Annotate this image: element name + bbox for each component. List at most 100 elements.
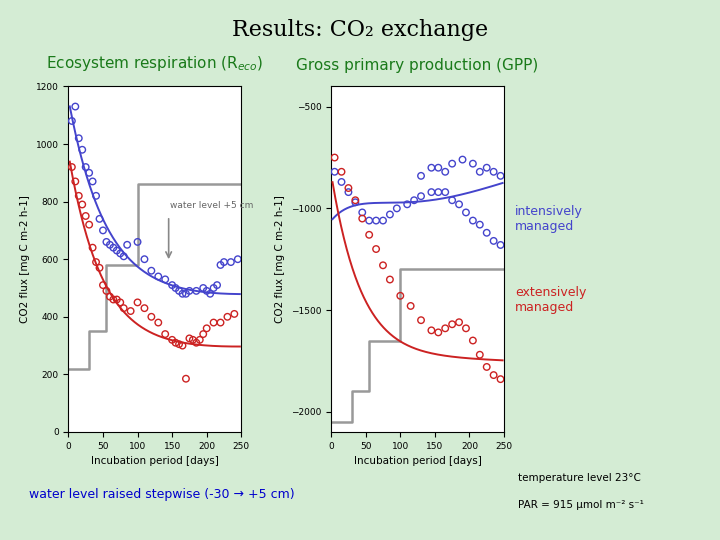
Point	[384, 210, 396, 219]
Text: extensively
managed: extensively managed	[515, 286, 586, 314]
Point	[76, 200, 88, 209]
Point	[329, 167, 341, 176]
Point	[336, 178, 347, 186]
Text: temperature level 23°C: temperature level 23°C	[518, 473, 642, 483]
Text: Ecosystem respiration (R$_{eco}$): Ecosystem respiration (R$_{eco}$)	[46, 54, 264, 73]
Point	[132, 238, 143, 246]
Point	[474, 350, 485, 359]
Point	[139, 255, 150, 264]
Point	[166, 335, 178, 344]
Point	[415, 192, 427, 200]
Point	[405, 302, 416, 310]
Point	[343, 188, 354, 197]
Point	[211, 281, 222, 289]
Point	[73, 192, 84, 200]
Point	[94, 264, 105, 272]
Text: intensively
managed: intensively managed	[515, 205, 582, 233]
Point	[336, 167, 347, 176]
Point	[446, 196, 458, 205]
Point	[114, 298, 126, 307]
Point	[228, 309, 240, 318]
Point	[170, 284, 181, 292]
Point	[118, 252, 130, 261]
Point	[87, 177, 99, 186]
Point	[488, 167, 500, 176]
Point	[90, 258, 102, 266]
Point	[222, 313, 233, 321]
Point	[495, 241, 506, 249]
Text: Results: CO₂ exchange: Results: CO₂ exchange	[232, 19, 488, 41]
Point	[66, 163, 78, 171]
Point	[70, 177, 81, 186]
Point	[329, 153, 341, 162]
Point	[370, 245, 382, 253]
Point	[495, 172, 506, 180]
Point	[118, 304, 130, 313]
Point	[384, 275, 396, 284]
Point	[101, 287, 112, 295]
Point	[488, 371, 500, 380]
Point	[80, 212, 91, 220]
Point	[84, 220, 95, 229]
Point	[122, 240, 133, 249]
Point	[460, 324, 472, 333]
Point	[456, 156, 468, 164]
X-axis label: Incubation period [days]: Incubation period [days]	[91, 456, 219, 466]
Point	[66, 117, 78, 125]
Point	[218, 258, 230, 266]
Point	[191, 287, 202, 295]
Point	[474, 167, 485, 176]
Point	[107, 244, 119, 252]
Text: PAR = 915 μmol m⁻² s⁻¹: PAR = 915 μmol m⁻² s⁻¹	[518, 500, 644, 510]
Point	[191, 339, 202, 347]
Point	[377, 216, 389, 225]
Point	[176, 341, 188, 350]
Point	[454, 200, 465, 208]
Point	[474, 220, 485, 229]
Point	[481, 228, 492, 237]
Point	[391, 204, 402, 213]
Point	[201, 324, 212, 333]
Point	[73, 134, 84, 143]
Point	[343, 184, 354, 192]
Point	[370, 216, 382, 225]
Point	[114, 249, 126, 258]
Point	[197, 330, 209, 339]
Point	[495, 375, 506, 383]
Point	[107, 295, 119, 304]
Point	[174, 340, 185, 348]
Point	[139, 304, 150, 313]
Point	[446, 320, 458, 328]
Point	[408, 196, 420, 205]
Point	[84, 168, 95, 177]
Point	[415, 172, 427, 180]
Point	[356, 208, 368, 217]
Point	[111, 295, 122, 304]
Point	[159, 275, 171, 284]
Point	[125, 307, 136, 315]
Point	[153, 272, 164, 281]
Point	[76, 145, 88, 154]
Point	[97, 226, 109, 235]
Point	[184, 334, 195, 343]
Point	[426, 326, 437, 335]
Point	[467, 336, 479, 345]
Point	[159, 330, 171, 339]
Point	[87, 244, 99, 252]
Point	[97, 281, 109, 289]
Point	[184, 287, 195, 295]
Point	[467, 159, 479, 168]
Point	[145, 313, 157, 321]
Y-axis label: CO2 flux [mg C m-2 h-1]: CO2 flux [mg C m-2 h-1]	[275, 195, 285, 323]
Point	[201, 287, 212, 295]
Point	[176, 289, 188, 298]
Point	[111, 246, 122, 255]
Point	[208, 284, 220, 292]
Text: water level raised stepwise (-30 → +5 cm): water level raised stepwise (-30 → +5 cm…	[29, 488, 294, 501]
Point	[481, 164, 492, 172]
Point	[208, 318, 220, 327]
Point	[170, 339, 181, 347]
Point	[225, 258, 237, 266]
Text: water level +5 cm: water level +5 cm	[170, 201, 253, 210]
Point	[350, 196, 361, 205]
